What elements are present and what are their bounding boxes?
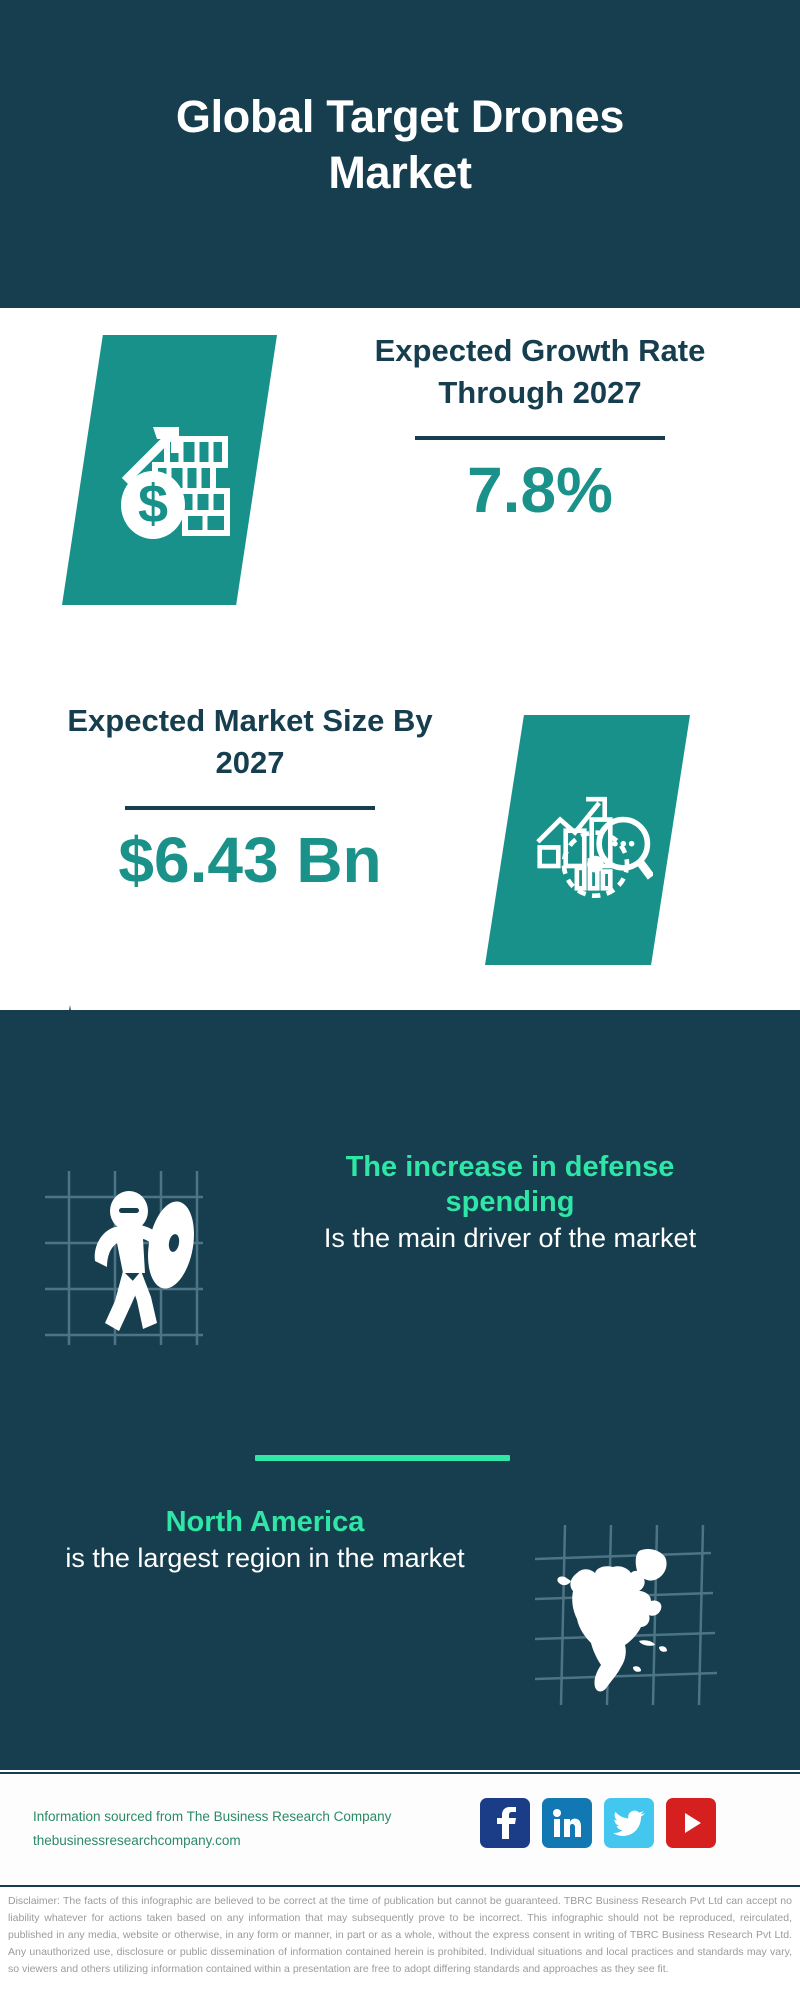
market-size-text-column: Expected Market Size By 2027 $6.43 Bn (40, 700, 460, 892)
social-links (480, 1798, 716, 1848)
market-size-value: $6.43 Bn (118, 823, 382, 896)
header-banner: Global Target Drones Market (0, 0, 800, 308)
money-growth-icon-badge: $ (62, 335, 277, 605)
defense-spending-highlight: The increase in defense spending (345, 1151, 675, 1218)
defense-spending-body: Is the main driver of the market (323, 1222, 697, 1253)
insight-block-largest-region: North America is the largest region in t… (0, 1505, 800, 1730)
growth-rate-value: 7.8% (467, 453, 613, 526)
market-analysis-icon-badge (485, 715, 690, 965)
largest-region-text-column: North America is the largest region in t… (40, 1505, 490, 1576)
facebook-glyph (497, 1807, 516, 1839)
disclaimer-text: Disclaimer: The facts of this infographi… (8, 1895, 792, 1975)
youtube-icon[interactable] (666, 1798, 716, 1848)
footer-source: Information sourced from The Business Re… (33, 1805, 473, 1852)
linkedin-icon[interactable] (542, 1798, 592, 1848)
youtube-glyph (685, 1813, 701, 1833)
north-america-map-icon-wrap (534, 1524, 720, 1706)
dark-content-panel (0, 1010, 800, 1770)
svg-text:$: $ (137, 474, 167, 534)
linkedin-glyph (553, 1809, 581, 1837)
page-title: Global Target Drones Market (175, 90, 625, 198)
insight-block-defense-spending: The increase in defense spending Is the … (0, 1150, 800, 1370)
facebook-icon[interactable] (480, 1798, 530, 1848)
twitter-glyph (613, 1810, 645, 1836)
market-size-label: Expected Market Size By 2027 (67, 703, 433, 780)
growth-rate-text-column: Expected Growth Rate Through 2027 7.8% (330, 330, 750, 522)
defense-spending-text-column: The increase in defense spending Is the … (300, 1150, 720, 1255)
footer-source-line-2[interactable]: thebusinessresearchcompany.com (33, 1832, 241, 1848)
city-skyline-silhouette (0, 1005, 800, 1125)
divider-dark (415, 435, 665, 440)
money-growth-icon: $ (120, 427, 230, 539)
twitter-icon[interactable] (604, 1798, 654, 1848)
stat-block-growth-rate: $ Expected Growth Rate Through 2027 7.8% (0, 330, 800, 630)
market-analysis-icon (535, 796, 653, 899)
largest-region-highlight: North America (165, 1506, 365, 1538)
footer-source-line-1: Information sourced from The Business Re… (33, 1809, 392, 1824)
divider-green (255, 1455, 510, 1461)
person-with-shield-icon-wrap (45, 1155, 225, 1345)
growth-rate-label: Expected Growth Rate Through 2027 (374, 333, 706, 410)
north-america-map-icon (534, 1524, 718, 1706)
largest-region-body: is the largest region in the market (65, 1542, 465, 1573)
divider-dark (125, 805, 375, 810)
stat-block-market-size: Expected Market Size By 2027 $6.43 Bn (0, 700, 800, 990)
person-with-shield-icon (45, 1171, 203, 1345)
